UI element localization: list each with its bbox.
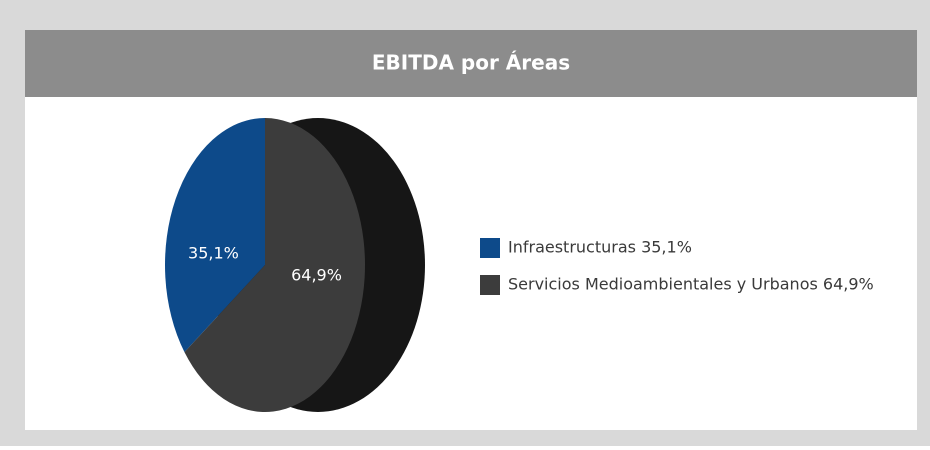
slice-label: 64,9% xyxy=(291,265,342,284)
legend-label: Infraestructuras 35,1% xyxy=(508,238,692,257)
pie-slice xyxy=(184,118,365,412)
slice-label: 35,1% xyxy=(188,244,239,263)
pie-slice xyxy=(165,118,265,353)
legend-label: Servicios Medioambientales y Urbanos 64,… xyxy=(508,275,874,294)
legend-swatch xyxy=(480,238,500,258)
header xyxy=(25,30,917,97)
chart-title: EBITDA por Áreas xyxy=(372,51,570,75)
legend-swatch xyxy=(480,275,500,295)
